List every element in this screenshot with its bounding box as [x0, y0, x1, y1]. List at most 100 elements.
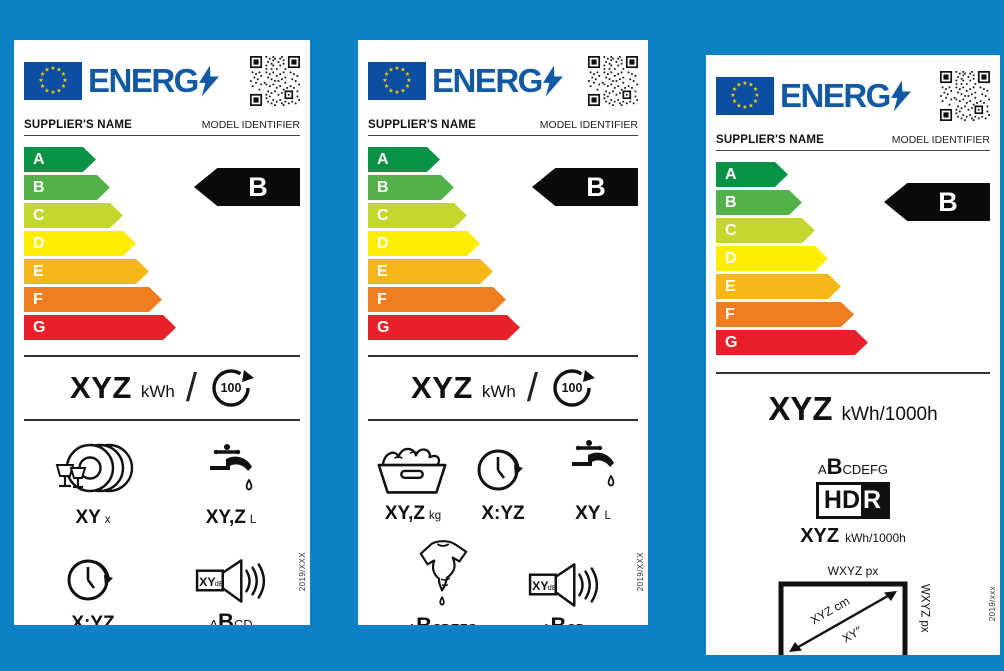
svg-text:★: ★: [384, 83, 389, 90]
svg-text:★: ★: [44, 87, 49, 94]
eu-flag-icon: ★ ★★ ★★★ ★★★ ★★★: [24, 62, 82, 100]
hdr-logo-right: R: [861, 485, 888, 516]
duration-value: X:YZ: [71, 613, 115, 625]
grade-arrow-a: A: [24, 147, 96, 172]
duration-cell: X:YZ: [458, 437, 548, 525]
per-separator: /: [185, 365, 197, 410]
svg-text:★: ★: [40, 83, 45, 90]
grade-arrow-f: F: [368, 287, 506, 312]
hdr-energy-consumption: XYZ kWh/1000h: [716, 525, 990, 548]
capacity-unit: kg: [428, 510, 442, 522]
svg-text:dB: dB: [547, 583, 556, 592]
svg-text:XY: XY: [532, 579, 549, 593]
energ-logo-text: ENERG: [432, 62, 543, 99]
svg-text:★: ★: [406, 77, 411, 84]
energy-consumption-section: XYZ kWh / 100: [24, 355, 300, 421]
energy-value: XYZ: [70, 370, 132, 405]
grade-arrow-e: E: [24, 259, 149, 284]
svg-text:★: ★: [388, 67, 393, 74]
per-separator: /: [526, 365, 538, 410]
duration-value: X:YZ: [481, 503, 525, 524]
label-header: ★ ★ ★ ★ ★ ★ ★ ★ ★ ★ ★ ★ ENERG: [368, 49, 638, 113]
per-100-cycles-icon: 100: [208, 365, 254, 411]
lightning-bolt-icon: [198, 65, 219, 97]
grade-arrow-b: B: [24, 175, 110, 200]
svg-text:dB: dB: [215, 579, 224, 588]
regulation-number: 2019/XXX: [298, 551, 307, 591]
qr-code: [588, 56, 638, 106]
svg-text:XY: XY: [199, 575, 216, 589]
energy-unit: kWh: [140, 381, 175, 401]
pictogram-row-1: XY,Z kg X:YZ XY L: [368, 437, 638, 525]
duration-clock-icon: [67, 559, 113, 601]
eu-flag-icon: ★ ★★ ★★★ ★★★ ★★★: [716, 77, 774, 115]
grade-arrow-b: B: [716, 190, 802, 215]
efficiency-scale: A B C D E F G B: [716, 162, 990, 358]
energy-consumption-section: XYZ kWh / 100: [368, 355, 638, 421]
supplier-name: SUPPLIER'S NAME: [24, 119, 132, 131]
laundry-load-icon: [377, 447, 447, 494]
energ-logo: ENERG: [780, 77, 911, 115]
svg-text:★: ★: [56, 87, 61, 94]
energy-unit: kWh/1000h: [841, 404, 938, 425]
svg-text:★: ★: [736, 82, 741, 89]
svg-text:100: 100: [221, 381, 242, 395]
energy-unit: kWh: [481, 381, 516, 401]
grade-arrow-e: E: [368, 259, 493, 284]
grade-arrow-a: A: [368, 147, 440, 172]
grade-arrow-c: C: [716, 218, 815, 243]
screen-size-icon: XYZ cm XY″: [778, 581, 907, 655]
grade-arrow-d: D: [24, 231, 136, 256]
svg-text:★: ★: [732, 98, 737, 105]
grade-arrow-b: B: [368, 175, 454, 200]
model-identifier: MODEL IDENTIFIER: [891, 134, 990, 146]
model-identifier: MODEL IDENTIFIER: [201, 119, 300, 131]
svg-text:★: ★: [50, 89, 55, 96]
label-header: ★ ★ ★ ★ ★ ★ ★ ★ ★ ★ ★ ★ ENERG: [24, 49, 300, 113]
capacity-value: XY,Z: [384, 503, 425, 524]
water-cell: XY L: [548, 437, 638, 525]
svg-text:★: ★: [732, 86, 737, 93]
svg-text:★: ★: [38, 77, 43, 84]
energ-logo-text: ENERG: [780, 77, 891, 114]
grade-arrow-g: G: [24, 315, 176, 340]
horizontal-pixels: WXYZ px: [827, 564, 879, 578]
eu-flag-icon: ★ ★★ ★★★ ★★★ ★★★: [368, 62, 426, 100]
svg-text:★: ★: [61, 71, 66, 78]
supplier-name: SUPPLIER'S NAME: [368, 119, 476, 131]
svg-text:★: ★: [56, 67, 61, 74]
svg-text:★: ★: [748, 82, 753, 89]
hdr-energy-unit: kWh/1000h: [845, 531, 906, 545]
lightning-bolt-icon: [890, 80, 911, 112]
qr-code: [940, 71, 990, 121]
supplier-row: SUPPLIER'S NAME MODEL IDENTIFIER: [24, 113, 300, 136]
screen-size-section: WXYZ px XYZ cm XY″ WXYZ px: [716, 564, 990, 655]
capacity-unit: x: [104, 514, 111, 526]
svg-text:★: ★: [753, 98, 758, 105]
noise-speaker-icon: XY dB: [195, 559, 266, 603]
svg-text:★: ★: [394, 89, 399, 96]
svg-text:★: ★: [400, 67, 405, 74]
energy-label-dishwasher: ★ ★ ★ ★ ★ ★ ★ ★ ★ ★ ★ ★ ENERG SUPPLIER'S NAME MO…: [14, 40, 310, 625]
capacity-value: XY: [75, 507, 101, 528]
vertical-pixels: WXYZ px: [918, 584, 931, 633]
svg-text:★: ★: [400, 87, 405, 94]
efficiency-scale: A B C D E F G B: [368, 147, 638, 343]
svg-text:★: ★: [405, 83, 410, 90]
regulation-number: 2019/XXX: [636, 551, 645, 591]
hdr-energy-value: XYZ: [800, 525, 840, 547]
svg-text:★: ★: [748, 102, 753, 109]
grade-arrow-d: D: [716, 246, 828, 271]
energy-value: XYZ: [768, 390, 833, 427]
supplier-row: SUPPLIER'S NAME MODEL IDENTIFIER: [716, 128, 990, 151]
pictogram-grid: XY x XY,Z L X:YZ: [24, 439, 300, 625]
water-cell: XY,Z L: [162, 439, 300, 529]
noise-speaker-icon: XY dB: [528, 563, 598, 607]
energy-label-washing-machine: ★ ★ ★ ★ ★ ★ ★ ★ ★ ★ ★ ★ ENERG SUPPLIER'S NAME MO…: [358, 40, 648, 625]
